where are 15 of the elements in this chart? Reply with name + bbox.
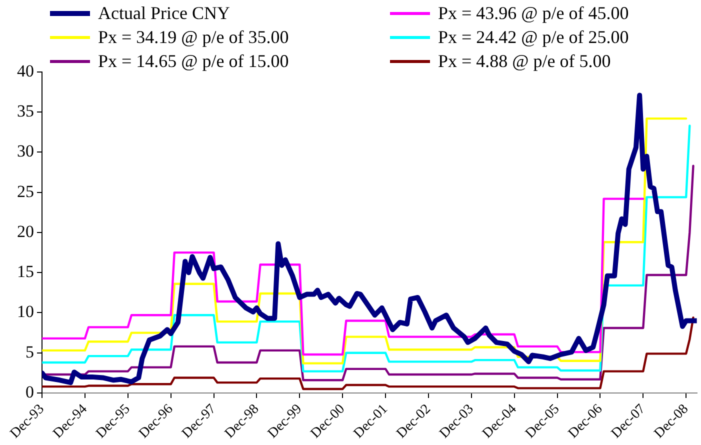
y-tick-label: 5 xyxy=(26,342,34,362)
y-tick-label: 0 xyxy=(26,382,34,402)
y-tick-label: 30 xyxy=(17,142,34,161)
y-tick-label: 10 xyxy=(17,302,34,322)
y-tick-label: 40 xyxy=(17,61,34,80)
legend-label: Px = 24.42 @ p/e of 25.00 xyxy=(438,26,629,48)
legend-label: Px = 43.96 @ p/e of 45.00 xyxy=(438,2,629,24)
legend-label: Px = 14.65 @ p/e of 15.00 xyxy=(98,50,289,72)
y-tick-label: 15 xyxy=(17,262,34,282)
legend-label: Px = 34.19 @ p/e of 35.00 xyxy=(98,26,289,48)
y-tick-label: 20 xyxy=(17,222,34,241)
y-tick-label: 25 xyxy=(17,182,34,201)
y-tick-label: 35 xyxy=(17,102,34,121)
legend-label: Px = 4.88 @ p/e of 5.00 xyxy=(438,50,611,72)
legend-label: Actual Price CNY xyxy=(98,2,230,24)
